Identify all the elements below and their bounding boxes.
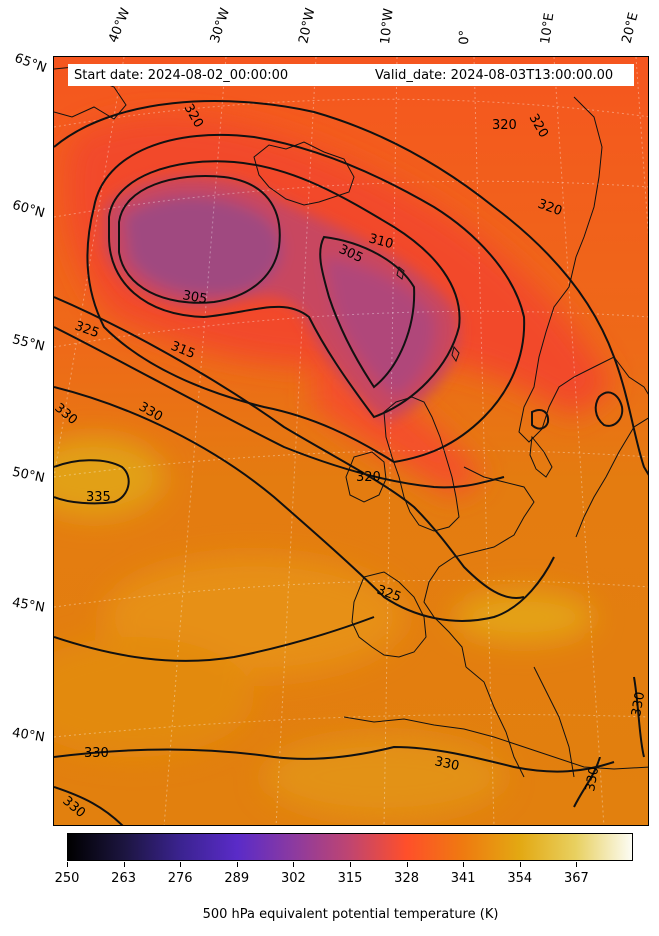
contours xyxy=(54,100,648,825)
graticule xyxy=(54,57,648,825)
lat-label-65n: 65°N xyxy=(12,50,49,77)
lon-label-10e: 10°E xyxy=(538,11,558,45)
contour-label: 330 xyxy=(84,746,109,761)
lon-label-0: 0° xyxy=(457,29,473,45)
colorbar-tick-label: 250 xyxy=(54,871,80,886)
contour-label: 330 xyxy=(629,691,648,718)
contour-330-c xyxy=(54,745,615,773)
colorbar-tick-label: 263 xyxy=(111,871,136,886)
contour-label: 335 xyxy=(86,490,111,505)
colorbar-tick-mark xyxy=(463,862,465,867)
contour-330-f xyxy=(633,676,645,758)
contour-330-a xyxy=(54,386,555,622)
colorbar-tick-mark xyxy=(519,862,521,867)
colorbar-tick-mark xyxy=(180,862,182,867)
lon-label-10w: 10°W xyxy=(378,7,397,45)
contour-label: 330 xyxy=(433,754,460,774)
contour-305-east xyxy=(319,235,416,389)
map-canvas: 320 320 320 320 310 305 305 325 315 330 … xyxy=(54,57,648,825)
contour-label: 310 xyxy=(367,231,395,252)
contour-label-group: 320 320 320 320 310 305 305 325 315 330 … xyxy=(54,68,648,821)
colorbar-tick-mark xyxy=(576,862,578,867)
colorbar-tick-label: 367 xyxy=(563,871,589,886)
contour-315 xyxy=(86,133,526,464)
contour-label: 320 xyxy=(492,118,517,133)
lat-label-40n: 40°N xyxy=(11,725,46,746)
colorbar-tick-label: 315 xyxy=(337,871,363,886)
contour-label: 330 xyxy=(583,766,602,793)
contour-330-b xyxy=(54,616,375,662)
lon-label-20w: 20°W xyxy=(296,6,319,45)
lat-label-45n: 45°N xyxy=(10,595,46,616)
colorbar-tick-label: 354 xyxy=(507,871,533,886)
colorbar-tick-label: 328 xyxy=(394,871,419,886)
lon-label-40w: 40°W xyxy=(106,6,134,45)
lat-label-60n: 60°N xyxy=(10,197,47,222)
cold-core xyxy=(104,175,460,422)
contour-label: 320 xyxy=(356,470,381,485)
colorbar-tick-label: 341 xyxy=(450,871,476,886)
start-date-text: Start date: 2024-08-02_00:00:00 xyxy=(74,68,289,83)
colorbar-tick-label: 289 xyxy=(224,871,250,886)
map-panel: 320 320 320 320 310 305 305 325 315 330 … xyxy=(53,56,649,826)
contour-small-2 xyxy=(531,409,550,430)
lon-label-20e: 20°E xyxy=(619,11,642,45)
contour-310 xyxy=(108,160,461,419)
colorbar-tick-mark xyxy=(406,862,408,867)
colorbar-tick-mark xyxy=(293,862,295,867)
date-info-box: Start date: 2024-08-02_00:00:00 Valid_da… xyxy=(68,64,634,86)
contour-small-1 xyxy=(594,391,624,427)
contour-320 xyxy=(54,100,648,476)
colorbar-tick-mark xyxy=(123,862,125,867)
lat-label-55n: 55°N xyxy=(10,332,47,355)
warm-zones xyxy=(54,437,594,817)
contour-330-e xyxy=(573,756,601,808)
contour-330-d xyxy=(54,786,124,825)
lon-label-30w: 30°W xyxy=(207,6,234,45)
colorbar-title: 500 hPa equivalent potential temperature… xyxy=(202,907,499,922)
colorbar-tick-mark xyxy=(350,862,351,867)
contour-305-west xyxy=(118,175,281,304)
contour-335 xyxy=(54,459,130,505)
contour-325 xyxy=(54,296,525,599)
contour-320-south xyxy=(54,326,505,489)
valid-date-text: Valid_date: 2024-08-03T13:00:00.00 xyxy=(375,68,614,83)
lat-label-50n: 50°N xyxy=(10,464,46,487)
colorbar-tick-mark xyxy=(67,862,68,867)
colorbar-tick-mark xyxy=(236,862,238,867)
contour-label: 305 xyxy=(181,288,208,307)
colorbar-tick-label: 302 xyxy=(280,871,306,886)
colorbar-tick-label: 276 xyxy=(167,871,193,886)
colorbar xyxy=(67,833,633,861)
